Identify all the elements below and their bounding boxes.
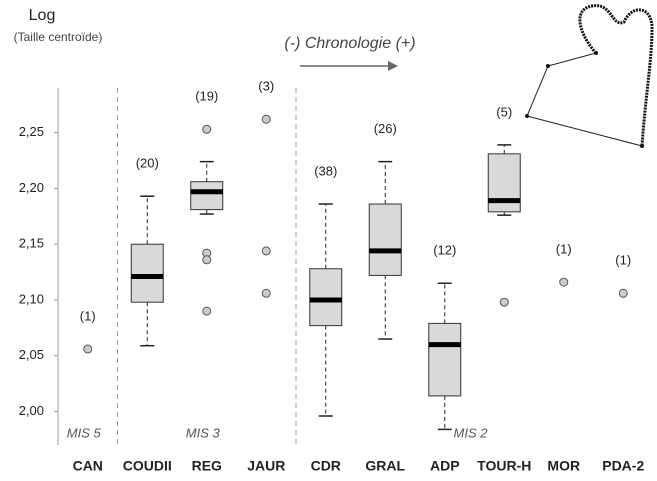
count-label: (12) [433, 243, 456, 258]
y-tick-label: 2,00 [19, 403, 44, 418]
x-tick-label: REG [192, 458, 222, 474]
outlier [202, 255, 212, 265]
outlier [83, 344, 93, 354]
y-tick-label: 2,20 [19, 180, 44, 195]
outlier [559, 277, 569, 287]
box [368, 203, 402, 276]
box [428, 322, 462, 397]
y-tick-label: 2,10 [19, 291, 44, 306]
period-label: MIS 3 [186, 425, 221, 440]
outlier [499, 297, 509, 307]
outlier [261, 288, 271, 298]
y-tick-label: 2,15 [19, 236, 44, 251]
box [130, 243, 164, 303]
outlier [618, 288, 628, 298]
outlier [261, 246, 271, 256]
count-label: (19) [195, 89, 218, 104]
x-tick-label: GRAL [365, 458, 405, 474]
count-label: (5) [496, 104, 512, 119]
x-tick-label: JAUR [247, 458, 285, 474]
x-tick-label: TOUR-H [477, 458, 531, 474]
x-tick-label: ADP [430, 458, 460, 474]
count-label: (26) [374, 121, 397, 136]
y-tick-label: 2,25 [19, 124, 44, 139]
outlier [202, 124, 212, 134]
x-tick-label: CAN [73, 458, 103, 474]
y-axis-sublabel: (Taille centroïde) [14, 30, 103, 44]
period-label: MIS 5 [67, 425, 102, 440]
box [309, 268, 343, 327]
outlier [261, 114, 271, 124]
x-tick-label: CDR [311, 458, 341, 474]
x-tick-label: MOR [547, 458, 580, 474]
y-tick-label: 2,05 [19, 347, 44, 362]
x-tick-label: PDA-2 [602, 458, 644, 474]
annotation: (-) Chronologie (+) [284, 35, 415, 52]
count-label: (20) [136, 156, 159, 171]
count-label: (3) [258, 79, 274, 94]
x-tick-label: COUDII [123, 458, 172, 474]
count-label: (1) [556, 242, 572, 257]
arrow-head [388, 61, 398, 71]
count-label: (38) [314, 163, 337, 178]
outline-shape [525, 4, 654, 148]
outlier [202, 306, 212, 316]
period-label: MIS 2 [454, 425, 489, 440]
y-axis-label: Log [29, 7, 56, 24]
count-label: (1) [80, 308, 96, 323]
count-label: (1) [615, 253, 631, 268]
box [190, 181, 224, 211]
